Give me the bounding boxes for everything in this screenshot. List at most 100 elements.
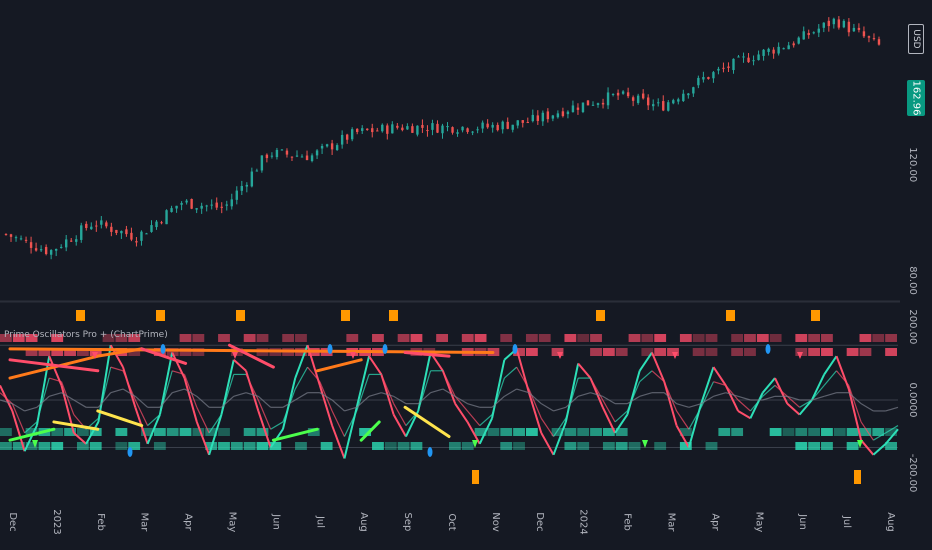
time-tick-label: Jun bbox=[797, 513, 808, 530]
oscillator-segment bbox=[417, 392, 431, 405]
candle-body bbox=[737, 56, 740, 58]
oscillator-segment bbox=[503, 366, 518, 379]
oscillator-segment bbox=[343, 410, 358, 437]
oscillator-segment bbox=[602, 399, 616, 423]
candle-body bbox=[185, 200, 188, 203]
time-tick-label: 2024 bbox=[578, 509, 589, 534]
heat-cell bbox=[590, 428, 602, 436]
candle-body bbox=[631, 97, 635, 101]
heat-cell bbox=[744, 334, 756, 342]
oscillator-segment bbox=[528, 392, 543, 434]
oscillator-segment bbox=[319, 392, 333, 401]
heat-cell bbox=[885, 348, 897, 356]
oscillator-segment bbox=[146, 414, 161, 445]
heat-cell bbox=[679, 334, 692, 342]
heat-cell bbox=[449, 442, 461, 450]
orange-marker bbox=[472, 470, 479, 484]
heat-cell bbox=[295, 334, 307, 342]
oscillator-segment bbox=[540, 417, 555, 437]
candle-body bbox=[571, 105, 575, 113]
oscillator-segment bbox=[196, 395, 210, 408]
oscillator-segment bbox=[61, 392, 75, 401]
oscillator-segment bbox=[663, 381, 678, 412]
heat-cell bbox=[500, 334, 513, 342]
oscillator-segment bbox=[565, 377, 579, 419]
candle-body bbox=[265, 154, 269, 159]
time-axis[interactable]: Dec 2023 Feb Mar Apr May Jun Jul Aug Sep Oct Nov Dec… bbox=[7, 509, 896, 534]
oscillator-segment bbox=[836, 370, 850, 386]
candle-body bbox=[672, 100, 675, 104]
red-arrow bbox=[232, 352, 238, 359]
oscillator-segment bbox=[134, 395, 149, 408]
heat-cell bbox=[461, 334, 474, 342]
heat-cell bbox=[551, 428, 564, 436]
blue-marker bbox=[427, 447, 433, 457]
candle-body bbox=[652, 104, 655, 107]
candle-body bbox=[611, 93, 615, 95]
candle-body bbox=[49, 250, 53, 255]
oscillator-segment bbox=[786, 395, 800, 408]
candle-body bbox=[421, 124, 424, 128]
trend-line bbox=[271, 427, 319, 442]
oscillator-segment bbox=[233, 359, 247, 372]
candle-body bbox=[476, 129, 479, 131]
indicator-title[interactable]: Prime Oscillators Pro + (ChartPrime) bbox=[4, 330, 168, 340]
heat-cell bbox=[641, 334, 654, 342]
oscillator-segment bbox=[110, 388, 124, 394]
candle-body bbox=[270, 155, 274, 157]
candle-body bbox=[4, 233, 8, 235]
candle-body bbox=[366, 128, 369, 131]
oscillator-segment bbox=[393, 403, 407, 426]
oscillator-segment bbox=[847, 388, 863, 441]
oscillator-segment bbox=[331, 410, 345, 437]
candle-body bbox=[39, 249, 43, 251]
heat-cell bbox=[795, 428, 808, 436]
candle-body bbox=[195, 208, 198, 210]
candle-body bbox=[847, 21, 851, 33]
oscillator-segment bbox=[478, 417, 493, 445]
oscillator-segment bbox=[196, 407, 210, 434]
heat-cell bbox=[76, 348, 89, 356]
candle-body bbox=[356, 128, 359, 132]
oscillator-segment bbox=[884, 428, 899, 445]
oscillator-segment bbox=[442, 370, 456, 397]
oscillator-segment bbox=[208, 414, 223, 456]
oscillator-segment bbox=[172, 388, 185, 394]
heat-cell bbox=[744, 348, 756, 356]
heat-cell bbox=[525, 334, 538, 342]
heat-cell bbox=[359, 428, 372, 436]
candle-body bbox=[100, 220, 103, 225]
heat-cell bbox=[808, 348, 821, 356]
oscillator-segment bbox=[848, 392, 862, 405]
candle-body bbox=[566, 111, 570, 115]
heat-cell bbox=[628, 334, 641, 342]
currency-badge[interactable]: USD bbox=[908, 24, 924, 54]
price-axis[interactable]: 80.00 120.00 200.00 0.0000 -200.00 bbox=[907, 147, 918, 492]
heat-cell bbox=[320, 442, 333, 450]
trend-line bbox=[52, 420, 100, 431]
oscillator-segment bbox=[36, 395, 50, 408]
time-tick-label: May bbox=[227, 512, 238, 533]
trend-line bbox=[96, 409, 144, 428]
candle-body bbox=[621, 91, 625, 94]
oscillator-segment bbox=[318, 385, 334, 426]
oscillator-segment bbox=[860, 439, 875, 456]
oscillator-segment bbox=[294, 392, 308, 401]
oscillator-segment bbox=[787, 395, 800, 401]
oscillator-segment bbox=[36, 377, 50, 423]
candle-body bbox=[431, 123, 434, 130]
oscillator-segment bbox=[24, 406, 38, 412]
oscillator-segment bbox=[368, 355, 383, 375]
oscillator-segment bbox=[811, 395, 825, 401]
oscillator-segment bbox=[221, 395, 235, 408]
time-tick-label: Oct bbox=[446, 513, 457, 530]
oscillator-segment bbox=[675, 425, 690, 448]
candle-body bbox=[381, 124, 384, 132]
oscillator-segment bbox=[553, 417, 567, 437]
candle-body bbox=[827, 20, 831, 27]
heat-cell bbox=[602, 428, 615, 436]
candle-body bbox=[862, 31, 866, 37]
candle-body bbox=[732, 58, 735, 71]
heat-cell bbox=[307, 428, 320, 436]
